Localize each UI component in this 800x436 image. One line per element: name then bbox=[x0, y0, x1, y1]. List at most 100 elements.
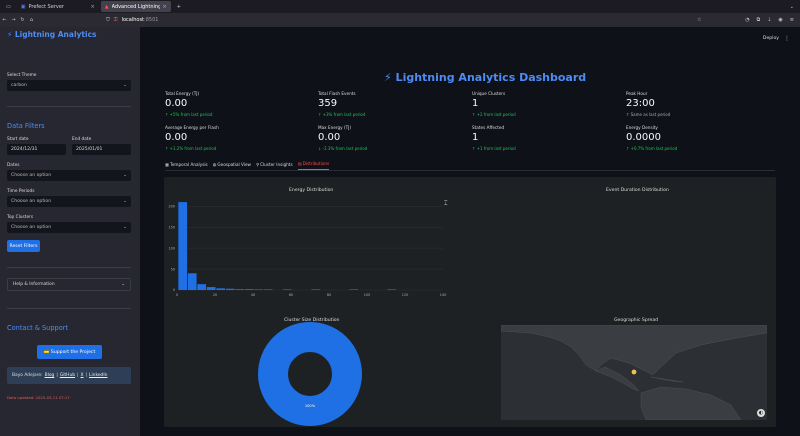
metric-peak-hour: Peak Hour 23:00 ↑ Same as last period bbox=[626, 91, 670, 117]
x-link[interactable]: X bbox=[80, 373, 84, 378]
metric-unique-clusters: Unique Clusters 1 ↑ +2 from last period bbox=[472, 91, 516, 117]
url-bar[interactable]: ⛉ ⚿ localhost:8501 bbox=[106, 17, 158, 23]
tab-temporal[interactable]: ▦ Temporal Analysis bbox=[165, 161, 208, 170]
home-icon[interactable]: ⌂ bbox=[29, 17, 34, 23]
help-expander[interactable]: Help & Information ⌄ bbox=[7, 278, 131, 291]
histogram-bar[interactable] bbox=[216, 288, 226, 290]
geographic-spread-map[interactable] bbox=[501, 325, 767, 420]
account-icon[interactable]: ◉ bbox=[778, 17, 783, 23]
url-port: :8501 bbox=[144, 17, 159, 23]
arrow-up-icon: ↑ bbox=[165, 112, 169, 117]
start-date-input[interactable]: 2024/12/31 bbox=[7, 144, 66, 155]
histogram-bar[interactable] bbox=[254, 289, 264, 290]
data-updated-text: Data updated: 2025-03-11 07:17 bbox=[7, 395, 70, 400]
sidebar-title: ⚡ Lightning Analytics bbox=[7, 30, 97, 39]
histogram-bar[interactable] bbox=[387, 289, 397, 290]
metric-delta: ↑ +1.2% from last period bbox=[165, 146, 219, 151]
tab-geospatial[interactable]: ◍ Geospatial View bbox=[213, 161, 251, 170]
end-date-input[interactable]: 2025/01/01 bbox=[72, 144, 131, 155]
reset-filters-button[interactable]: Reset Filters bbox=[7, 240, 40, 252]
histogram-bar[interactable] bbox=[244, 289, 254, 290]
forward-icon[interactable]: → bbox=[11, 17, 16, 23]
x-tick-label: 40 bbox=[251, 293, 255, 297]
browser-tab-label: Advanced Lightning Analy bbox=[111, 3, 160, 10]
divider bbox=[7, 267, 131, 268]
energy-distribution-chart[interactable]: 0 50 100 150 200 0 20 40 60 80 100 120 140 bbox=[165, 194, 450, 302]
histogram-bar[interactable] bbox=[263, 289, 273, 290]
metric-delta-text: -2.3% from last period bbox=[322, 146, 368, 151]
time-periods-select[interactable]: Choose an option ⌄ bbox=[7, 196, 131, 207]
url-host: localhost bbox=[121, 17, 145, 23]
x-tick-label: 120 bbox=[402, 293, 408, 297]
x-tick-label: 0 bbox=[176, 293, 178, 297]
metric-avg-energy: Average Energy per Flash 0.00 ↑ +1.2% fr… bbox=[165, 125, 219, 151]
duration-chart-title: Event Duration Distribution bbox=[606, 188, 669, 193]
tab-distributions[interactable]: ▤ Distributions bbox=[297, 161, 330, 170]
browser-tab-list-icon[interactable]: ▭ bbox=[6, 3, 11, 10]
close-tab-icon[interactable]: × bbox=[162, 3, 167, 10]
metric-label: Energy Density bbox=[626, 125, 658, 130]
dates-label: Dates bbox=[7, 163, 20, 168]
geo-chart-title: Geographic Spread bbox=[614, 318, 659, 323]
tab-cluster-insights[interactable]: ⚲ Cluster Insights bbox=[256, 161, 293, 170]
map-point[interactable] bbox=[631, 369, 637, 375]
downloads-icon[interactable]: ⇣ bbox=[767, 17, 772, 23]
calendar-icon: ▦ bbox=[165, 161, 169, 167]
browser-tab-lightning[interactable]: ▲ Advanced Lightning Analy × bbox=[100, 1, 171, 12]
close-tab-icon[interactable]: × bbox=[90, 3, 95, 10]
histogram-bar[interactable] bbox=[206, 287, 216, 290]
metric-delta-text: +0.7% from last period bbox=[630, 146, 678, 151]
arrow-up-icon: ↑ bbox=[472, 112, 476, 117]
metric-states-affected: States Affected 1 ↑ +1 from last period bbox=[472, 125, 516, 151]
lock-icon: ⚿ bbox=[113, 17, 118, 23]
metric-label: Total Flash Events bbox=[318, 91, 356, 96]
tab-overflow-icon[interactable]: ⌄ bbox=[789, 3, 794, 10]
dates-select[interactable]: Choose an option ⌄ bbox=[7, 170, 131, 181]
browser-navbar: ← → ↻ ⌂ ⛉ ⚿ localhost:8501 ☆ ◔ ⧉ ⇣ ◉ ≡ bbox=[0, 13, 800, 27]
donut-slice[interactable] bbox=[258, 322, 362, 426]
histogram-bar[interactable] bbox=[187, 273, 197, 290]
linkedin-link[interactable]: LinkedIn bbox=[89, 373, 108, 378]
chart-icon: ▤ bbox=[297, 161, 302, 166]
histogram-bar[interactable] bbox=[178, 202, 188, 290]
top-clusters-select[interactable]: Choose an option ⌄ bbox=[7, 222, 131, 233]
metric-delta: ↑ +0.7% from last period bbox=[626, 146, 677, 151]
extensions-icon[interactable]: ⧉ bbox=[756, 17, 761, 23]
histogram-bar[interactable] bbox=[235, 289, 245, 290]
main-menu-icon[interactable]: ⋮ bbox=[784, 35, 790, 42]
blog-link[interactable]: Blog bbox=[44, 373, 55, 378]
x-tick-label: 60 bbox=[289, 293, 293, 297]
arrow-up-icon: ↑ bbox=[472, 146, 476, 151]
new-tab-icon[interactable]: + bbox=[176, 3, 181, 10]
x-tick-label: 140 bbox=[440, 293, 446, 297]
github-link[interactable]: GitHub bbox=[59, 373, 76, 378]
histogram-bar[interactable] bbox=[349, 289, 359, 290]
help-label: Help & Information bbox=[13, 282, 55, 287]
y-tick-label: 200 bbox=[169, 204, 175, 208]
metric-value: 1 bbox=[472, 132, 479, 143]
map-caribbean bbox=[650, 376, 684, 383]
histogram-bar[interactable] bbox=[282, 289, 292, 290]
theme-label: Select Theme bbox=[7, 73, 37, 78]
histogram-bar[interactable] bbox=[311, 289, 321, 290]
x-tick-label: 20 bbox=[213, 293, 217, 297]
histogram-bar[interactable] bbox=[225, 288, 235, 290]
reload-icon[interactable]: ↻ bbox=[20, 17, 25, 23]
chevron-down-icon: ⌄ bbox=[123, 199, 127, 204]
back-icon[interactable]: ← bbox=[2, 17, 7, 23]
time-periods-label: Time Periods bbox=[7, 189, 35, 194]
cluster-size-donut[interactable]: 100% bbox=[258, 322, 362, 426]
bookmark-star-icon[interactable]: ☆ bbox=[697, 17, 702, 23]
streamlit-status-icon[interactable]: ◐ bbox=[757, 409, 765, 417]
browser-tab-prefect[interactable]: ▣ Prefect Server × bbox=[17, 1, 99, 12]
chevron-down-icon: ⌄ bbox=[123, 225, 127, 230]
deploy-button[interactable]: Deploy bbox=[762, 36, 779, 41]
theme-select[interactable]: carbon ⌄ bbox=[7, 80, 131, 91]
app-menu-icon[interactable]: ≡ bbox=[789, 17, 794, 23]
support-button[interactable]: 💳 Support the Project bbox=[37, 345, 102, 359]
dates-placeholder: Choose an option bbox=[11, 173, 52, 178]
metric-delta: ↑ +1 from last period bbox=[472, 146, 516, 151]
cursor-icon: ⌶ bbox=[444, 200, 448, 207]
histogram-bar[interactable] bbox=[197, 284, 207, 290]
pocket-icon[interactable]: ◔ bbox=[745, 17, 750, 23]
